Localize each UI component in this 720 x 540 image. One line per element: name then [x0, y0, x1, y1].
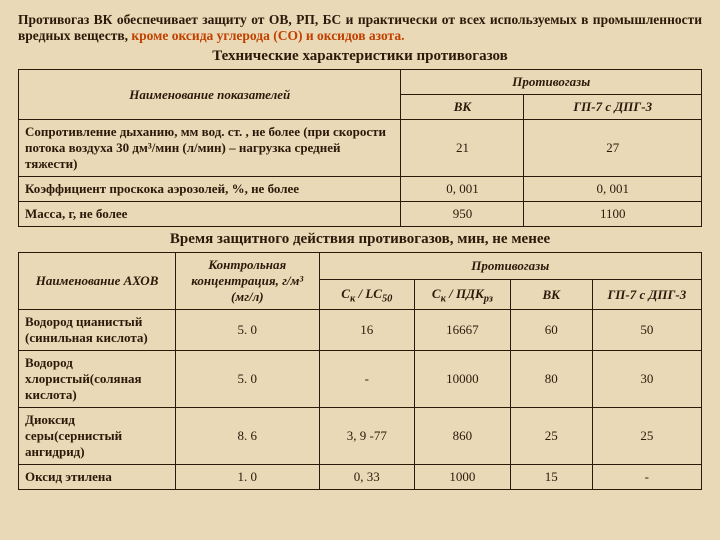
- t2-header-c2: Cк / ПДКрз: [415, 280, 511, 310]
- t2-cell: -: [319, 351, 415, 408]
- t2-header-c1: Cк / LC50: [319, 280, 415, 310]
- t2-cell: -: [592, 465, 701, 490]
- t1-cell: 0, 001: [524, 177, 702, 202]
- t2-cell: 15: [510, 465, 592, 490]
- t1-cell: 21: [401, 120, 524, 177]
- t2-cell: 80: [510, 351, 592, 408]
- t2-cell: 8. 6: [176, 408, 319, 465]
- t2-cell: 5. 0: [176, 351, 319, 408]
- table2-title: Время защитного действия противогазов, м…: [18, 231, 702, 248]
- intro-highlight: кроме оксида углерода (CO) и оксидов азо…: [131, 28, 404, 43]
- t2-cell: 3, 9 -77: [319, 408, 415, 465]
- table-row: Масса, г, не более 950 1100: [19, 202, 702, 227]
- t2-h-c2a: C: [432, 286, 441, 301]
- t2-cell: 860: [415, 408, 511, 465]
- t2-cell: Оксид этилена: [19, 465, 176, 490]
- t2-cell: 1. 0: [176, 465, 319, 490]
- t2-h-c2b: / ПДК: [446, 286, 484, 301]
- t2-header-c4: ГП-7 с ДПГ-3: [592, 280, 701, 310]
- t2-cell: 10000: [415, 351, 511, 408]
- table1-title: Технические характеристики противогазов: [18, 48, 702, 65]
- t2-header-conc: Контрольная концентрация, г/м³ (мг/л): [176, 253, 319, 310]
- t1-header-c1: ВК: [401, 95, 524, 120]
- t2-h-c1b: / LC: [355, 286, 382, 301]
- t2-h-c1a: C: [341, 286, 350, 301]
- t2-cell: Водород цианистый (синильная кислота): [19, 310, 176, 351]
- t2-h-sub: 50: [382, 293, 392, 304]
- t1-cell: Масса, г, не более: [19, 202, 401, 227]
- t2-cell: 16: [319, 310, 415, 351]
- t2-header-group: Противогазы: [319, 253, 702, 280]
- table-row: Сопротивление дыханию, мм вод. ст. , не …: [19, 120, 702, 177]
- t2-cell: 16667: [415, 310, 511, 351]
- t2-cell: 30: [592, 351, 701, 408]
- t2-cell: 50: [592, 310, 701, 351]
- t2-cell: 25: [510, 408, 592, 465]
- t2-cell: 60: [510, 310, 592, 351]
- table2: Наименование АХОВ Контрольная концентрац…: [18, 252, 702, 490]
- t1-cell: 0, 001: [401, 177, 524, 202]
- intro-paragraph: Противогаз ВК обеспечивает защиту от ОВ,…: [18, 12, 702, 44]
- t1-header-c2: ГП-7 с ДПГ-3: [524, 95, 702, 120]
- t1-cell: 1100: [524, 202, 702, 227]
- table-row: Диоксид серы(сернистый ангидрид) 8. 6 3,…: [19, 408, 702, 465]
- t2-h-sub: рз: [484, 293, 493, 304]
- t1-cell: 27: [524, 120, 702, 177]
- t1-cell: 950: [401, 202, 524, 227]
- table1: Наименование показателей Противогазы ВК …: [18, 69, 702, 227]
- t1-cell: Сопротивление дыханию, мм вод. ст. , не …: [19, 120, 401, 177]
- t2-cell: 5. 0: [176, 310, 319, 351]
- table-row: Коэффициент проскока аэрозолей, %, не бо…: [19, 177, 702, 202]
- t1-cell: Коэффициент проскока аэрозолей, %, не бо…: [19, 177, 401, 202]
- t2-cell: 1000: [415, 465, 511, 490]
- t2-header-c3: ВК: [510, 280, 592, 310]
- t2-cell: 25: [592, 408, 701, 465]
- table-row: Водород хлористый(соляная кислота) 5. 0 …: [19, 351, 702, 408]
- t2-cell: Диоксид серы(сернистый ангидрид): [19, 408, 176, 465]
- t2-header-name: Наименование АХОВ: [19, 253, 176, 310]
- t2-cell: Водород хлористый(соляная кислота): [19, 351, 176, 408]
- t1-header-name: Наименование показателей: [19, 70, 401, 120]
- t2-cell: 0, 33: [319, 465, 415, 490]
- t1-header-group: Противогазы: [401, 70, 702, 95]
- table-row: Водород цианистый (синильная кислота) 5.…: [19, 310, 702, 351]
- table-row: Оксид этилена 1. 0 0, 33 1000 15 -: [19, 465, 702, 490]
